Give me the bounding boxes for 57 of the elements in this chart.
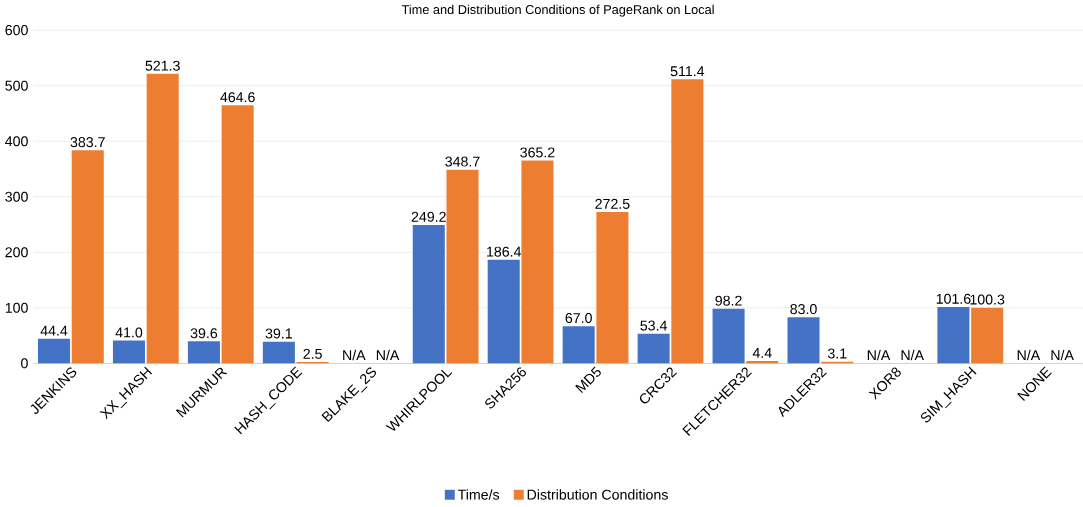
y-tick-label: 400 [5,136,28,147]
data-label: 39.6 [190,328,218,339]
bar [146,73,179,364]
bar [446,169,479,364]
bar [671,79,704,364]
data-label: 44.4 [40,325,68,336]
y-tick-label: 600 [5,24,28,35]
data-label: 3.1 [827,348,847,359]
text: N/A [1017,349,1041,361]
data-label: 249.2 [411,211,446,222]
bar [412,224,445,364]
text: N/A [901,349,924,361]
y-tick-label: 200 [5,247,28,258]
bar [596,211,629,364]
y-tick-label: 300 [5,191,28,202]
text: N/A [867,349,891,361]
bar [262,341,295,364]
bar [221,105,254,364]
data-label: 383.7 [70,136,105,147]
bar [637,333,670,364]
data-label: 98.2 [715,295,742,306]
data-label: 67.0 [565,312,592,323]
bar [937,306,970,364]
data-label: 511.4 [670,66,705,77]
bar [712,308,745,364]
bar [971,307,1004,364]
bar [187,341,220,364]
data-label: 2.5 [303,348,322,359]
data-label: 348.7 [445,156,480,167]
legend-label: Time/s [457,489,500,500]
data-label: 4.4 [752,347,772,358]
data-label: 83.0 [790,303,817,314]
y-tick-label: 0 [21,358,28,369]
bar [38,338,71,364]
bar [562,325,595,364]
legend-label: Distribution Conditions [527,489,668,500]
y-tick-label: 500 [5,80,28,91]
bar [71,150,104,364]
data-label: 186.4 [487,246,522,257]
data-label: 365.2 [520,147,555,158]
data-label: 272.5 [595,198,630,209]
bar [521,160,554,364]
data-label: 464.6 [220,92,255,103]
data-label: 101.6 [936,293,971,304]
data-label: 100.3 [970,294,1005,305]
chart-title: Time and Distribution Conditions of PageRank on Local [401,4,714,17]
bar [487,259,520,364]
y-tick-label: 100 [5,302,28,313]
data-label: 53.4 [640,320,667,331]
data-label: 521.3 [145,60,180,71]
data-label: 39.1 [265,328,292,339]
text: N/A [1051,349,1074,361]
bar [787,317,820,364]
data-label: 41.0 [115,327,143,338]
text: N/A [376,349,400,361]
text: N/A [343,349,366,361]
bar [112,340,145,364]
